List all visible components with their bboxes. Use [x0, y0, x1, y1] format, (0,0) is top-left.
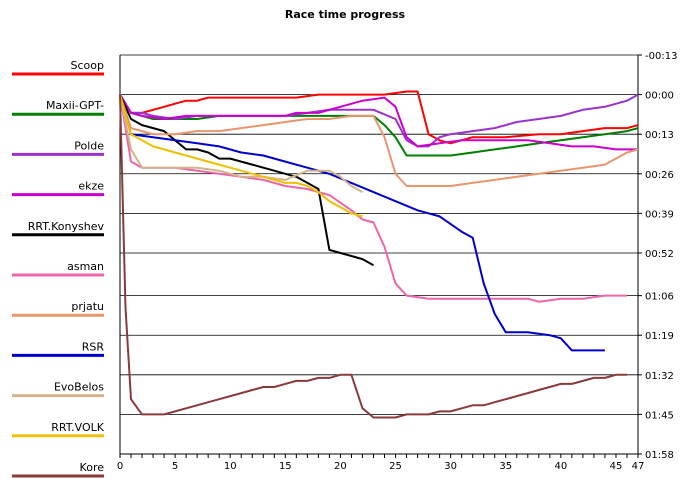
series-line-10: [119, 94, 627, 419]
y-tick-label-10: 01:58: [645, 450, 674, 461]
series-line-4: [119, 94, 374, 267]
x-tick-label-6: 30: [444, 461, 457, 472]
x-tick-label-10: 47: [632, 461, 645, 472]
x-tick-label-5: 25: [389, 461, 402, 472]
y-tick-label-2: 00:13: [645, 130, 674, 141]
series-line-7: [119, 94, 605, 352]
x-tick-label-1: 5: [172, 461, 178, 472]
y-tick-label-7: 01:19: [645, 331, 674, 342]
x-axis-ticks: 0 5 10 15 20 25 30 35 40 45 47: [117, 454, 645, 472]
x-tick-label-2: 10: [224, 461, 237, 472]
x-tick-label-3: 15: [279, 461, 292, 472]
series-line-2: [119, 93, 639, 148]
axes: [119, 55, 639, 455]
series-line-9: [119, 94, 363, 218]
x-tick-label-4: 20: [334, 461, 347, 472]
legend-label-3: ekze: [78, 180, 104, 193]
legend-label-2: Polde: [74, 139, 104, 152]
legend-label-6: prjatu: [71, 300, 104, 313]
y-tick-label-6: 01:06: [645, 292, 674, 303]
legend-label-0: Scoop: [71, 59, 104, 72]
y-tick-label-1: 00:00: [645, 91, 674, 102]
legend-label-8: EvoBelos: [54, 381, 104, 394]
y-tick-label-9: 01:45: [645, 410, 674, 421]
legend-label-1: Maxii-GPT-: [46, 99, 104, 112]
y-tick-label-3: 00:26: [645, 170, 674, 181]
series-line-5: [119, 94, 627, 303]
x-tick-label-7: 35: [499, 461, 512, 472]
legend: Scoop Maxii-GPT- Polde ekze RRT.Konyshev asma…: [12, 59, 105, 478]
y-axis-ticks: -00:13 00:00 00:13 00:26 00:39 00:52 01:06 01:1…: [638, 51, 677, 461]
series-line-3: [119, 94, 638, 151]
legend-label-5: asman: [67, 260, 104, 273]
legend-label-9: RRT.VOLK: [51, 421, 105, 434]
legend-label-7: RSR: [82, 340, 105, 353]
series-line-1: [119, 94, 639, 157]
y-tick-label-8: 01:32: [645, 371, 674, 382]
series-line-8: [119, 94, 363, 193]
series-line-0: [119, 90, 639, 145]
legend-label-10: Kore: [80, 461, 105, 474]
series-lines: [119, 90, 639, 419]
y-tick-label-5: 00:52: [645, 249, 674, 260]
y-tick-label-0: -00:13: [645, 51, 677, 62]
legend-label-4: RRT.Konyshev: [28, 220, 105, 233]
y-tick-label-4: 00:39: [645, 209, 674, 220]
series-line-6: [119, 94, 639, 187]
chart-title: Race time progress: [285, 8, 406, 21]
x-tick-label-8: 40: [554, 461, 567, 472]
x-tick-label-0: 0: [117, 461, 123, 472]
grid-lines: [120, 54, 638, 455]
x-tick-label-9: 45: [610, 461, 623, 472]
